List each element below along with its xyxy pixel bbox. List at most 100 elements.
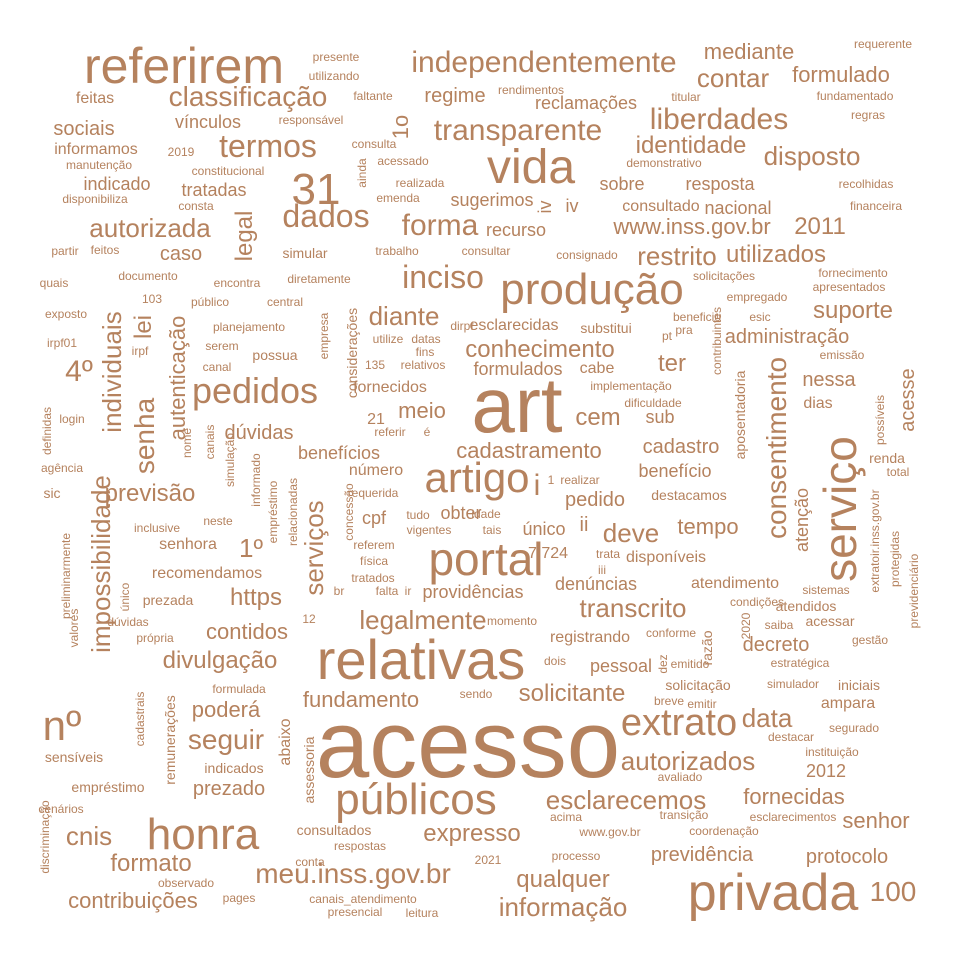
cloud-word: fundamento [302,687,420,712]
cloud-word: login [59,412,85,426]
cloud-word: indicado [83,174,151,194]
cloud-word: exposto [44,307,88,321]
cloud-word: formulado [792,62,890,87]
cloud-word: 2019 [167,145,195,159]
cloud-word: tratadas [181,180,247,200]
cloud-word: disponíveis [625,549,707,566]
cloud-word: cenários [38,802,84,816]
cloud-word: encontra [213,276,261,290]
cloud-word: simulação [223,432,237,488]
cloud-word: titular [671,90,701,104]
cloud-word: art [471,361,563,449]
cloud-word: restrito [637,241,717,271]
cloud-word: inciso [402,259,484,295]
cloud-word: própria [136,631,174,645]
cloud-word: gestão [851,633,889,647]
cloud-word: demonstrativo [626,156,702,170]
cloud-word: único [522,519,566,539]
cloud-word: ainda [355,158,369,188]
cloud-word: presencial [327,905,383,919]
cloud-word: processo [551,849,601,863]
cloud-word: 2011 [794,213,846,240]
cloud-word: forma [401,209,479,242]
cloud-word: relativos [400,358,446,372]
cloud-word: único [118,582,132,612]
cloud-word: meio [398,398,446,423]
cloud-word: falta [375,584,399,598]
cloud-word: dúvidas [224,422,294,444]
cloud-word: financeira [849,199,903,213]
cloud-word: denúncias [554,574,638,594]
cloud-word: contar [696,63,770,93]
cloud-word: sic [43,485,61,501]
cloud-word: segurado [828,721,880,735]
cloud-word: pedidos [191,370,319,411]
cloud-word: protocolo [805,846,889,868]
cloud-word: assessoria [301,736,317,804]
cloud-word: ampara [820,695,876,712]
cloud-word: 103 [141,292,163,306]
cloud-word: 12 [302,612,316,626]
cloud-word: honra [146,810,260,859]
cloud-word: previsão [104,480,196,507]
cloud-word: formulada [212,682,266,696]
cloud-word: iv [565,196,579,216]
cloud-word: transparente [433,114,603,147]
cloud-word: empréstimo [266,480,280,544]
cloud-word: vínculos [174,112,242,132]
cloud-word: 4º [65,355,93,388]
cloud-word: acessado [377,154,429,168]
cloud-word: iniciais [837,677,881,693]
cloud-word: fins [415,345,435,359]
cloud-word: sobre [599,174,645,194]
cloud-word: prezado [192,778,266,800]
cloud-word: caso [159,243,203,265]
cloud-word: documento [118,269,178,283]
cloud-word: sociais [53,118,115,140]
cloud-word: cabe [579,360,615,377]
cloud-word: momento [486,614,538,628]
cloud-word: utilizados [725,241,827,268]
cloud-word: senha [129,397,160,475]
cloud-word: valores [67,608,81,648]
cloud-word: mediante [703,39,795,64]
cloud-word: destacar [767,730,815,744]
cloud-word: legal [231,210,258,262]
cloud-word: emenda [376,191,420,205]
cloud-word: diretamente [287,272,351,286]
cloud-word: resposta [685,174,755,194]
cloud-word: referem [353,538,395,552]
cloud-word: portal [428,533,544,585]
cloud-word: empréstimo [71,779,145,795]
cloud-word: remunerações [162,695,178,785]
cloud-word: produção [500,265,684,314]
cloud-word: condições [729,595,785,609]
cloud-word: conhecimento [465,336,615,363]
cloud-word: www.gov.br [579,825,641,839]
cloud-word: legalmente [359,605,487,635]
cloud-word: iii [598,563,606,577]
cloud-word: transição [659,808,709,822]
cloud-word: autorizada [89,213,211,243]
cloud-word: consentimento [761,356,792,540]
cloud-word: pt [661,329,673,343]
cloud-word: reclamações [534,93,638,113]
cloud-word: senhor [842,808,910,833]
cloud-word: trabalho [375,244,419,258]
cloud-word: solicitação [665,677,731,693]
cloud-word: acessar [805,613,855,629]
cloud-word: requerida [347,486,399,500]
cloud-word: saiba [764,618,794,632]
cloud-word: diante [368,301,440,331]
cloud-word: esclarecimentos [749,810,837,824]
cloud-word: deve [602,518,660,548]
cloud-word: substitui [580,320,632,336]
cloud-word: registrando [549,629,631,646]
cloud-word: dez [656,654,670,674]
cloud-word: formulados [473,359,563,379]
cloud-word: disposto [763,141,861,171]
cloud-word: apresentados [812,280,886,294]
cloud-word: decreto [742,634,810,656]
cloud-word: manutenção [65,158,133,172]
cloud-word: 100 [869,876,917,907]
